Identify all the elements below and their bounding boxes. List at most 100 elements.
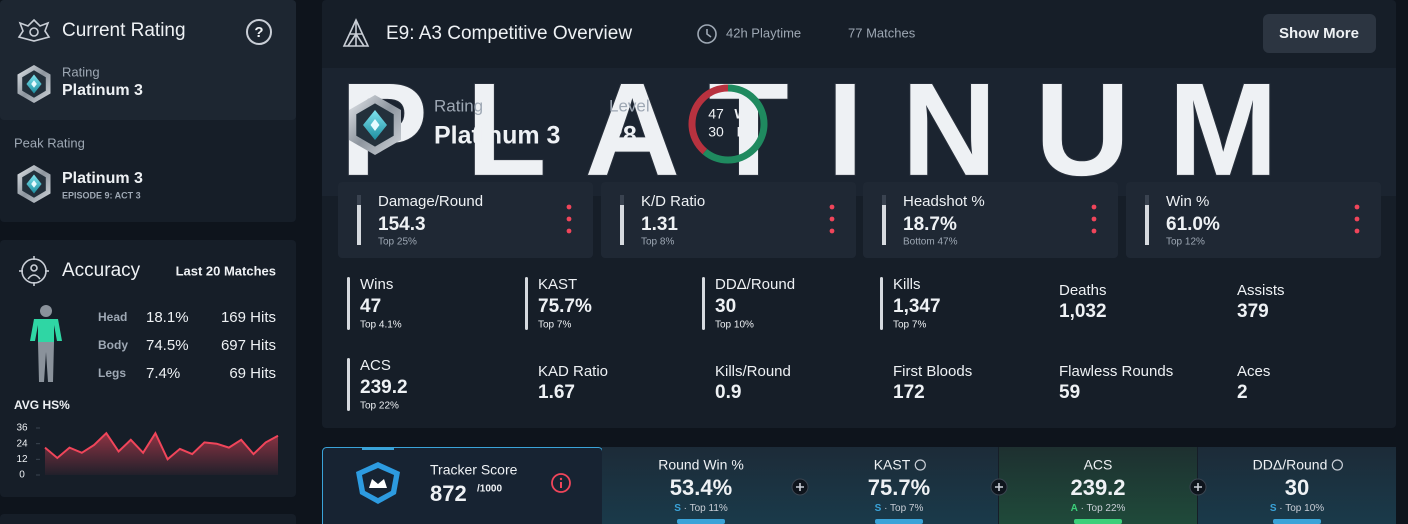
percentile-bar bbox=[347, 358, 350, 411]
menu-dot bbox=[1091, 228, 1097, 234]
menu-dot bbox=[829, 216, 835, 222]
metric-label: DDΔ/Round bbox=[1253, 457, 1328, 473]
tab-indicator bbox=[362, 447, 394, 450]
win-letter: W bbox=[734, 106, 748, 122]
body-part: Head bbox=[98, 310, 127, 324]
stat-rank: Top 7% bbox=[893, 320, 926, 331]
metric-bar bbox=[1074, 519, 1122, 524]
tracker-title: Tracker Score bbox=[430, 462, 518, 478]
tracker-info-mark bbox=[560, 482, 562, 488]
card-label: K/D Ratio bbox=[641, 193, 705, 210]
card-menu[interactable] bbox=[1348, 199, 1366, 239]
metric-grade: S bbox=[674, 503, 681, 514]
stat-value: 0.9 bbox=[715, 382, 741, 403]
metric-sub: S · Top 11% bbox=[674, 503, 728, 514]
percentile-fill bbox=[357, 205, 361, 245]
menu-dot bbox=[566, 228, 572, 234]
wins: 47 bbox=[708, 106, 724, 122]
rating-top bbox=[0, 0, 296, 120]
y-tick-label: 0 bbox=[19, 470, 25, 481]
card-rank: Top 12% bbox=[1166, 237, 1205, 248]
body-percent: 7.4% bbox=[146, 365, 180, 382]
metric-label: KAST bbox=[874, 457, 911, 473]
menu-dot bbox=[1354, 228, 1360, 234]
stat-label: Wins bbox=[360, 276, 393, 293]
tracker-score: 872 bbox=[430, 481, 467, 506]
tracker-info-dot bbox=[559, 477, 563, 481]
metric-box bbox=[999, 447, 1197, 524]
peak-season: EPISODE 9: ACT 3 bbox=[62, 190, 141, 200]
card-menu[interactable] bbox=[1085, 199, 1103, 239]
accuracy-panel bbox=[0, 240, 296, 497]
rank-shine bbox=[31, 80, 37, 88]
card-menu[interactable] bbox=[823, 199, 841, 239]
stat-value: 1.67 bbox=[538, 382, 575, 403]
metric-grade: A bbox=[1071, 503, 1078, 514]
metric-bar bbox=[875, 519, 923, 524]
card-value: 61.0% bbox=[1166, 214, 1220, 235]
stat-value: 172 bbox=[893, 382, 925, 403]
rank-icon bbox=[17, 65, 51, 103]
metric-box bbox=[800, 447, 998, 524]
metric-value: 75.7% bbox=[868, 475, 930, 500]
metric-sub: A · Top 22% bbox=[1071, 503, 1126, 514]
metric-sub: S · Top 10% bbox=[1270, 503, 1324, 514]
stat-rank: Top 4.1% bbox=[360, 320, 402, 331]
metric-rank: · Top 22% bbox=[1081, 503, 1126, 514]
tracker-max: /1000 bbox=[477, 484, 502, 495]
tracker-icon bbox=[356, 462, 400, 504]
card-label: Headshot % bbox=[903, 193, 985, 210]
card-rank: Top 25% bbox=[378, 237, 417, 248]
body-percent: 74.5% bbox=[146, 337, 189, 354]
metric-grade: S bbox=[1270, 503, 1277, 514]
metric-bar bbox=[677, 519, 725, 524]
card-rank: Top 8% bbox=[641, 237, 674, 248]
losses: 30 bbox=[708, 124, 724, 140]
card-rank: Bottom 47% bbox=[903, 237, 958, 248]
rank-icon bbox=[349, 95, 401, 155]
percentile-fill bbox=[1145, 205, 1149, 245]
panel-title: Accuracy bbox=[62, 260, 141, 281]
info-icon bbox=[914, 459, 926, 471]
menu-dot bbox=[566, 204, 572, 210]
metric-value: 30 bbox=[1285, 475, 1309, 500]
help-icon[interactable] bbox=[246, 19, 272, 45]
show-more-button[interactable] bbox=[1263, 14, 1376, 53]
rating-icon bbox=[17, 18, 51, 42]
playtime: 42h Playtime bbox=[726, 25, 801, 40]
percentile-bar bbox=[880, 277, 883, 330]
watermark: PLATINUM bbox=[340, 56, 1316, 203]
rank-icon bbox=[17, 165, 51, 203]
card-label: Damage/Round bbox=[378, 193, 483, 210]
stat-rank: Top 10% bbox=[715, 320, 754, 331]
hs-line bbox=[44, 431, 279, 461]
stat-label: ACS bbox=[360, 357, 391, 374]
plus-sign bbox=[1194, 483, 1202, 491]
stat-rank: Top 22% bbox=[360, 401, 399, 412]
stat-value: 59 bbox=[1059, 382, 1080, 403]
body-percent: 18.1% bbox=[146, 309, 189, 326]
metric-box bbox=[1198, 447, 1396, 524]
stat-card bbox=[601, 182, 856, 258]
stat-label: KAD Ratio bbox=[538, 363, 608, 380]
rating-label: Rating bbox=[62, 64, 100, 79]
stat-card bbox=[863, 182, 1118, 258]
stat-value: 47 bbox=[360, 296, 381, 317]
stat-value: 2 bbox=[1237, 382, 1248, 403]
matches: 77 Matches bbox=[848, 25, 916, 40]
tracker-info-icon[interactable] bbox=[551, 473, 571, 493]
card-menu[interactable] bbox=[560, 199, 578, 239]
help-text: ? bbox=[254, 24, 263, 41]
y-tick-label: 36 bbox=[16, 423, 28, 434]
stat-label: Kills bbox=[893, 276, 921, 293]
metric-bar bbox=[1273, 519, 1321, 524]
body-hits: 69 Hits bbox=[229, 365, 276, 382]
stat-label: Deaths bbox=[1059, 282, 1107, 299]
body-figure bbox=[30, 305, 62, 382]
stat-value: 239.2 bbox=[360, 377, 408, 398]
area-fill bbox=[45, 433, 278, 475]
rank-shine bbox=[31, 180, 37, 188]
menu-dot bbox=[1354, 204, 1360, 210]
accuracy-icon bbox=[19, 256, 49, 286]
